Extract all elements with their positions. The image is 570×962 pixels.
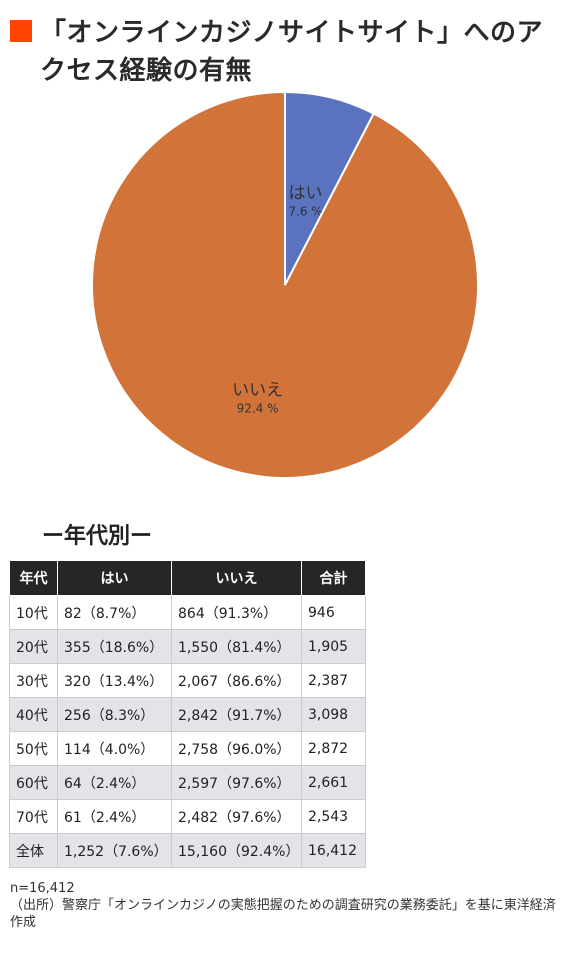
table-cell: 30代 — [9, 663, 58, 698]
pie-slice-label: いいえ — [232, 381, 283, 401]
table-row: 30代 320（13.4%） 2,067（86.6%） 2,387 — [9, 663, 366, 698]
table-header-cell: 合計 — [301, 560, 366, 596]
table-cell: 2,543 — [301, 799, 366, 834]
table-cell: 61（2.4%） — [57, 799, 172, 834]
title-marker — [10, 20, 32, 42]
table-cell: 2,067（86.6%） — [171, 663, 302, 698]
table-row: 50代 114（4.0%） 2,758（96.0%） 2,872 — [9, 731, 366, 766]
pie-slice-1 — [91, 90, 479, 479]
table-cell: 2,387 — [301, 663, 366, 698]
table-cell: 70代 — [9, 799, 58, 834]
table-cell: 10代 — [9, 595, 58, 630]
table-header-cell: いいえ — [171, 560, 302, 596]
table-cell: 320（13.4%） — [57, 663, 172, 698]
table-cell: 16,412 — [301, 833, 366, 868]
table-cell: 2,872 — [301, 731, 366, 766]
table-cell: 2,661 — [301, 765, 366, 800]
table-cell: 1,252（7.6%） — [57, 833, 172, 868]
table-cell: 60代 — [9, 765, 58, 800]
table-cell: 114（4.0%） — [57, 731, 172, 766]
table-row: 10代 82（8.7%） 864（91.3%） 946 — [9, 595, 366, 630]
table-cell: 40代 — [9, 697, 58, 732]
table-cell: 3,098 — [301, 697, 366, 732]
table-row: 40代 256（8.3%） 2,842（91.7%） 3,098 — [9, 697, 366, 732]
table-cell: 64（2.4%） — [57, 765, 172, 800]
footnote: n=16,412 （出所）警察庁「オンラインカジノの実態把握のための調査研究の業… — [10, 880, 560, 931]
pie-slice-value: 7.6 % — [288, 205, 322, 219]
chart-title: 「オンラインカジノサイトサイト」へのアクセス経験の有無 — [40, 18, 543, 86]
table-cell: 2,597（97.6%） — [171, 765, 302, 800]
table-cell: 全体 — [9, 833, 58, 868]
table-cell: 50代 — [9, 731, 58, 766]
table-row: 20代 355（18.6%） 1,550（81.4%） 1,905 — [9, 629, 366, 664]
table-cell: 256（8.3%） — [57, 697, 172, 732]
table-header-row: 年代 はい いいえ 合計 — [9, 560, 366, 596]
table-cell: 1,905 — [301, 629, 366, 664]
table-cell: 2,482（97.6%） — [171, 799, 302, 834]
age-breakdown-table: 年代 はい いいえ 合計 10代 82（8.7%） 864（91.3%） 946 20代 355… — [9, 560, 366, 868]
table-cell: 20代 — [9, 629, 58, 664]
table-cell: 82（8.7%） — [57, 595, 172, 630]
table-cell: 864（91.3%） — [171, 595, 302, 630]
table-row: 60代 64（2.4%） 2,597（97.6%） 2,661 — [9, 765, 366, 800]
table-row: 70代 61（2.4%） 2,482（97.6%） 2,543 — [9, 799, 366, 834]
sample-size-note: n=16,412 — [10, 881, 75, 896]
table-cell: 355（18.6%） — [57, 629, 172, 664]
table-cell: 1,550（81.4%） — [171, 629, 302, 664]
table-header-cell: 年代 — [9, 560, 58, 596]
pie-slice-label: はい — [289, 184, 323, 204]
title-block: 「オンラインカジノサイトサイト」へのアクセス経験の有無 — [10, 14, 560, 90]
source-note: （出所）警察庁「オンラインカジノの実態把握のための調査研究の業務委託」を基に東洋… — [10, 898, 556, 930]
table-heading: ー年代別ー — [42, 524, 153, 549]
table-header-cell: はい — [57, 560, 172, 596]
table-cell: 2,758（96.0%） — [171, 731, 302, 766]
table-row: 全体 1,252（7.6%） 15,160（92.4%） 16,412 — [9, 833, 366, 868]
pie-slice-value: 92.4 % — [237, 402, 279, 416]
table-cell: 946 — [301, 595, 366, 630]
table-cell: 15,160（92.4%） — [171, 833, 302, 868]
table-cell: 2,842（91.7%） — [171, 697, 302, 732]
